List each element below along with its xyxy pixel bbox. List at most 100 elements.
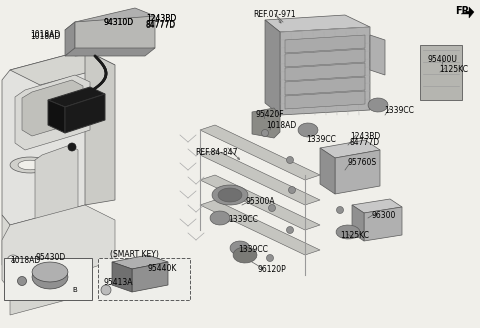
Text: FR.: FR. xyxy=(455,6,473,16)
Polygon shape xyxy=(132,262,168,292)
Polygon shape xyxy=(22,80,83,136)
Circle shape xyxy=(68,143,76,151)
Polygon shape xyxy=(265,15,370,32)
Polygon shape xyxy=(200,125,320,180)
Text: REF.07-971: REF.07-971 xyxy=(253,10,296,19)
Text: 1125KC: 1125KC xyxy=(340,231,369,240)
Circle shape xyxy=(287,156,293,163)
Circle shape xyxy=(17,277,26,285)
Polygon shape xyxy=(112,255,168,269)
Polygon shape xyxy=(285,49,365,67)
Text: 1018AD: 1018AD xyxy=(30,30,60,39)
Text: 94310D: 94310D xyxy=(104,18,134,27)
Text: 95300A: 95300A xyxy=(245,197,275,206)
Circle shape xyxy=(7,255,19,267)
Polygon shape xyxy=(210,211,230,225)
Text: 1018AD: 1018AD xyxy=(266,121,296,130)
Circle shape xyxy=(336,207,344,214)
Text: 95430D: 95430D xyxy=(36,253,66,262)
Polygon shape xyxy=(368,98,388,112)
Circle shape xyxy=(288,187,296,194)
Text: (SMART KEY): (SMART KEY) xyxy=(110,250,159,259)
Text: 84777D: 84777D xyxy=(350,138,380,147)
Circle shape xyxy=(268,204,276,212)
Polygon shape xyxy=(285,77,365,95)
Polygon shape xyxy=(233,247,257,263)
Circle shape xyxy=(287,227,293,234)
Polygon shape xyxy=(32,262,68,282)
Polygon shape xyxy=(285,35,365,53)
Text: 95420F: 95420F xyxy=(256,110,285,119)
Polygon shape xyxy=(335,150,380,194)
Polygon shape xyxy=(75,8,155,30)
Polygon shape xyxy=(298,123,318,137)
Polygon shape xyxy=(252,108,280,138)
Polygon shape xyxy=(10,270,85,315)
Polygon shape xyxy=(230,241,250,255)
Polygon shape xyxy=(461,7,474,18)
Polygon shape xyxy=(65,94,105,133)
Polygon shape xyxy=(352,205,364,241)
Text: 1018AD: 1018AD xyxy=(30,32,60,41)
Text: A: A xyxy=(11,258,15,263)
Text: 1243BD: 1243BD xyxy=(146,14,176,23)
Polygon shape xyxy=(285,63,365,81)
Polygon shape xyxy=(2,50,100,225)
Text: 84777D: 84777D xyxy=(146,21,176,30)
Text: 1243BD: 1243BD xyxy=(146,14,176,23)
Polygon shape xyxy=(218,188,242,202)
Text: 1339CC: 1339CC xyxy=(228,215,258,224)
Polygon shape xyxy=(48,87,105,107)
Polygon shape xyxy=(320,148,335,194)
Circle shape xyxy=(67,282,83,298)
Polygon shape xyxy=(200,200,320,255)
Polygon shape xyxy=(65,48,155,56)
Polygon shape xyxy=(48,100,65,133)
Polygon shape xyxy=(65,22,75,56)
Polygon shape xyxy=(320,140,380,158)
Text: 1339CC: 1339CC xyxy=(238,245,268,254)
Polygon shape xyxy=(75,16,155,56)
Polygon shape xyxy=(18,160,42,170)
Polygon shape xyxy=(364,207,402,241)
FancyBboxPatch shape xyxy=(4,258,92,300)
Polygon shape xyxy=(35,145,78,230)
Text: B: B xyxy=(72,287,77,293)
Text: 84777D: 84777D xyxy=(146,20,176,29)
Text: 95760S: 95760S xyxy=(348,158,377,167)
Circle shape xyxy=(266,255,274,261)
Polygon shape xyxy=(200,150,320,205)
Polygon shape xyxy=(2,215,10,270)
Text: 96120P: 96120P xyxy=(258,265,287,274)
Polygon shape xyxy=(370,35,385,75)
Text: 95400U: 95400U xyxy=(428,55,458,64)
Text: 1339CC: 1339CC xyxy=(384,106,414,115)
Circle shape xyxy=(262,130,268,136)
Polygon shape xyxy=(212,185,248,205)
Polygon shape xyxy=(32,265,68,289)
Polygon shape xyxy=(352,199,402,213)
Polygon shape xyxy=(285,91,365,109)
Polygon shape xyxy=(420,45,462,100)
Text: 96300: 96300 xyxy=(371,211,396,220)
Polygon shape xyxy=(15,75,90,150)
Text: 94310D: 94310D xyxy=(104,18,134,27)
Text: 1243BD: 1243BD xyxy=(350,132,380,141)
Polygon shape xyxy=(2,205,115,290)
Text: REF.84-847: REF.84-847 xyxy=(195,148,238,157)
Text: 1018AD: 1018AD xyxy=(10,256,40,265)
Polygon shape xyxy=(336,225,360,239)
Polygon shape xyxy=(65,22,95,38)
Text: 95440K: 95440K xyxy=(148,264,178,273)
Polygon shape xyxy=(200,175,320,230)
Text: 1339CC: 1339CC xyxy=(306,135,336,144)
Polygon shape xyxy=(265,20,280,115)
Polygon shape xyxy=(112,262,132,292)
Polygon shape xyxy=(280,27,370,115)
Polygon shape xyxy=(85,50,115,205)
Polygon shape xyxy=(10,157,50,173)
Circle shape xyxy=(101,285,111,295)
Text: 95413A: 95413A xyxy=(103,278,132,287)
FancyBboxPatch shape xyxy=(98,258,190,300)
Polygon shape xyxy=(10,50,115,85)
